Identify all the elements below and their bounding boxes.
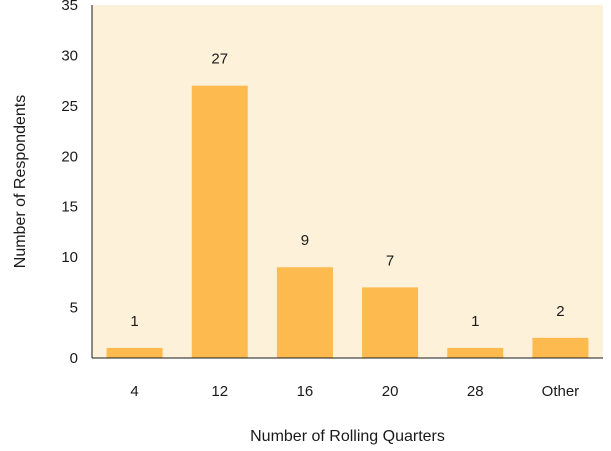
x-tick-label-12: 12 [211, 383, 228, 400]
data-label-20: 7 [386, 252, 394, 269]
y-tick-label-10: 10 [61, 249, 78, 266]
x-tick-labels: 4 12 16 20 28 Other [130, 383, 579, 400]
y-tick-label-15: 15 [61, 199, 78, 216]
y-tick-label-5: 5 [70, 300, 78, 317]
x-axis-title: Number of Rolling Quarters [250, 428, 445, 445]
y-tick-label-25: 25 [61, 98, 78, 115]
data-label-4: 1 [130, 313, 138, 330]
bar-28 [447, 347, 504, 358]
y-tick-label-0: 0 [70, 350, 78, 367]
x-tick-label-16: 16 [297, 383, 314, 400]
data-label-28: 1 [471, 313, 479, 330]
bars-group [106, 85, 589, 358]
bar-20 [362, 287, 419, 358]
x-tick-label-other: Other [542, 383, 580, 400]
y-tick-label-20: 20 [61, 148, 78, 165]
y-axis-title: Number of Respondents [12, 95, 29, 268]
data-label-other: 2 [556, 303, 564, 320]
bar-other [532, 337, 589, 358]
plot-area [92, 5, 603, 358]
bar-16 [276, 267, 333, 358]
data-labels-group: 1 27 9 7 1 2 [130, 51, 564, 330]
y-tick-labels: 0 5 10 15 20 25 30 35 [61, 0, 78, 367]
data-label-12: 27 [211, 51, 228, 68]
x-tick-label-4: 4 [130, 383, 138, 400]
x-tick-label-20: 20 [382, 383, 399, 400]
y-tick-label-35: 35 [61, 0, 78, 14]
y-tick-label-30: 30 [61, 47, 78, 64]
data-label-16: 9 [301, 232, 309, 249]
x-tick-label-28: 28 [467, 383, 484, 400]
bar-4 [106, 347, 163, 358]
bar-12 [191, 85, 248, 358]
